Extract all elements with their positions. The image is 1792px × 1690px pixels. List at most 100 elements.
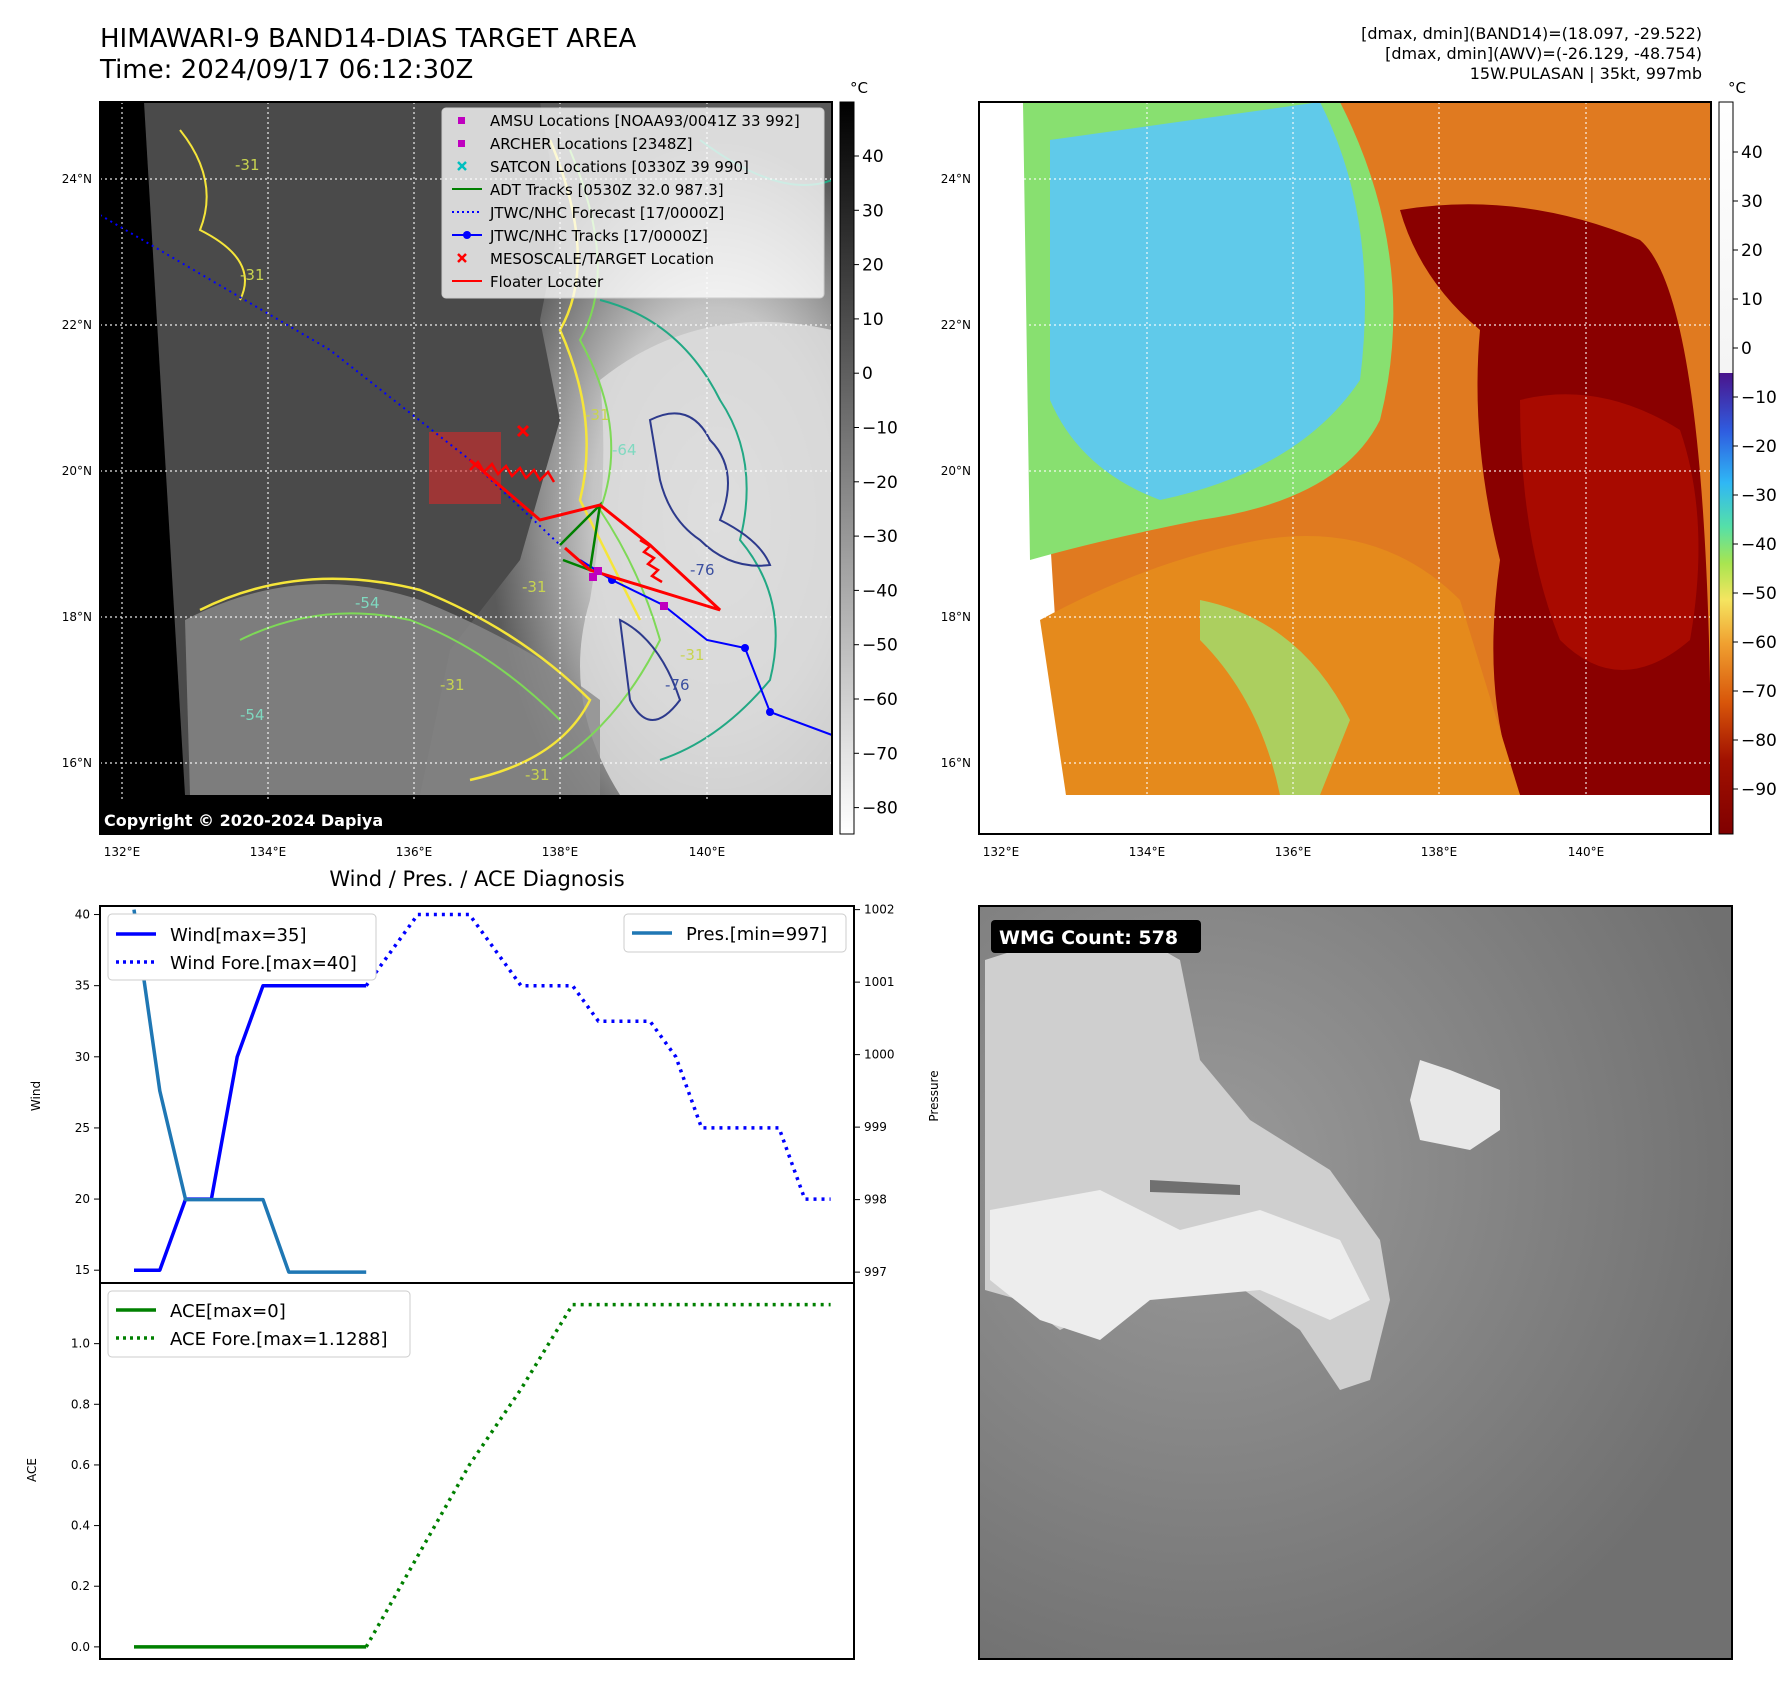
pressure-ylabel: Pressure bbox=[927, 1070, 941, 1121]
y2-tick-label: 1000 bbox=[864, 1048, 895, 1062]
awv-green-streak bbox=[1200, 600, 1350, 795]
ir-southern-band bbox=[185, 584, 600, 795]
y-tick-label: 35 bbox=[75, 979, 90, 993]
colorbar-tick-label: 20 bbox=[862, 256, 884, 276]
y-tick-label: 0.8 bbox=[71, 1397, 90, 1411]
figure-title: HIMAWARI-9 BAND14-DIAS TARGET AREA bbox=[100, 24, 637, 54]
adt-track bbox=[559, 501, 602, 572]
lat-tick-label: 16°N bbox=[941, 756, 971, 770]
wmg-panel-frame bbox=[978, 905, 1733, 1660]
lat-tick-label: 18°N bbox=[941, 610, 971, 624]
wmg-badge-text: WMG Count: 578 bbox=[999, 927, 1178, 949]
jtwc-forecast-track bbox=[100, 214, 561, 546]
contour-label: -31 bbox=[235, 156, 260, 174]
lon-tick-label: 136°E bbox=[1275, 845, 1312, 859]
awv-panel-frame bbox=[978, 101, 1712, 835]
legend-ace-fore: ACE Fore.[max=1.1288] bbox=[170, 1329, 388, 1350]
colorbar-tick-label: 0 bbox=[1741, 339, 1752, 359]
legend-jtwc-tracks: JTWC/NHC Tracks [17/0000Z] bbox=[489, 227, 708, 245]
contour-label: -76 bbox=[690, 561, 715, 579]
series-line bbox=[364, 912, 831, 1201]
series-line bbox=[134, 983, 367, 1272]
y2-tick-label: 999 bbox=[864, 1120, 887, 1134]
lon-tick-label: 134°E bbox=[250, 845, 287, 859]
colorbar-tick-label: −20 bbox=[1741, 437, 1777, 457]
colorbar-tick-label: 0 bbox=[862, 364, 873, 384]
lat-tick-label: 22°N bbox=[941, 318, 971, 332]
legend-ace: ACE[max=0] bbox=[170, 1301, 286, 1322]
contour-label: -31 bbox=[680, 646, 705, 664]
amsu-marker bbox=[589, 573, 597, 581]
colorbar-tick-label: −50 bbox=[1741, 584, 1777, 604]
colorbar-tick-label: 30 bbox=[1741, 192, 1763, 212]
legend-archer: ARCHER Locations [2348Z] bbox=[490, 135, 693, 153]
ir-panel: -31 -54 -31 -31 -31 -54 -31 -64 -76 -76 … bbox=[99, 79, 898, 835]
copyright-bar bbox=[100, 802, 832, 834]
colorbar-tick-label: −40 bbox=[862, 581, 898, 601]
colorbar-tick-label: −10 bbox=[862, 419, 898, 439]
contour-label: -54 bbox=[240, 706, 265, 724]
copyright-text: Copyright © 2020-2024 Dapiya bbox=[104, 811, 383, 830]
lat-tick-label: 16°N bbox=[62, 756, 92, 770]
colorbar-tick-label: −20 bbox=[862, 473, 898, 493]
contour-yellow-1 bbox=[199, 577, 592, 782]
jtwc-track-points bbox=[608, 576, 774, 716]
contour-label: -31 bbox=[440, 676, 465, 694]
wind-legend: Wind[max=35] Wind Fore.[max=40] bbox=[107, 913, 377, 981]
contour-label: -31 bbox=[525, 766, 550, 784]
ir-panel-frame bbox=[99, 101, 833, 835]
contour-label: -31 bbox=[240, 266, 265, 284]
wmg-white-core bbox=[990, 1190, 1370, 1340]
series-line bbox=[364, 1302, 831, 1648]
contour-label: -54 bbox=[355, 594, 380, 612]
y-tick-label: 0.0 bbox=[71, 1640, 90, 1654]
colorbar-tick-label: −50 bbox=[862, 636, 898, 656]
wind-panel: Wind / Pres. / ACE Diagnosis 40 35 30 25 20 1… bbox=[29, 867, 941, 1284]
ir-bright-cloud bbox=[580, 321, 832, 795]
y-tick-label: 0.2 bbox=[71, 1579, 90, 1593]
legend-wind: Wind[max=35] bbox=[170, 925, 307, 946]
colorbar-tick-label: −30 bbox=[1741, 486, 1777, 506]
archer-marker bbox=[594, 567, 602, 575]
colorbar-tick-label: −70 bbox=[862, 744, 898, 764]
map-tick-labels: 132°E 134°E 136°E 138°E 140°E 24°N 22°N 20°N 18°… bbox=[62, 172, 1605, 859]
ir-legend-box bbox=[441, 107, 825, 299]
contour-teal-1 bbox=[599, 299, 777, 761]
lat-tick-label: 20°N bbox=[941, 464, 971, 478]
colorbar-tick-label: 40 bbox=[1741, 143, 1763, 163]
awv-dry-slot bbox=[1050, 102, 1365, 500]
y2-tick-label: 1002 bbox=[864, 903, 895, 917]
legend-mesoscale: MESOSCALE/TARGET Location bbox=[490, 250, 714, 268]
wmg-badge-bg bbox=[991, 920, 1201, 953]
lat-tick-label: 24°N bbox=[62, 172, 92, 186]
contour-navy-2 bbox=[618, 618, 682, 721]
y2-tick-label: 1001 bbox=[864, 975, 895, 989]
ir-colorbar-ticks: 40 30 20 10 0 −10 −20 −30 −40 −50 −60 −70 −80 bbox=[854, 147, 898, 819]
colorbar-tick-label: −40 bbox=[1741, 535, 1777, 555]
colorbar-tick-label: −70 bbox=[1741, 682, 1777, 702]
colorbar-tick-label: −30 bbox=[862, 527, 898, 547]
ace-ticks: 1.0 0.8 0.6 0.4 0.2 0.0 bbox=[71, 1337, 100, 1654]
awv-gridlines bbox=[979, 102, 1711, 834]
colorbar-tick-label: 30 bbox=[862, 201, 884, 221]
contour-navy-1 bbox=[648, 412, 772, 567]
colorbar-tick-label: 10 bbox=[1741, 290, 1763, 310]
lon-tick-label: 140°E bbox=[689, 845, 726, 859]
colorbar-tick-label: 10 bbox=[862, 310, 884, 330]
y-tick-label: 0.6 bbox=[71, 1458, 90, 1472]
lat-tick-label: 22°N bbox=[62, 318, 92, 332]
archer-marker-2 bbox=[660, 602, 668, 610]
legend-amsu: AMSU Locations [NOAA93/0041Z 33 992] bbox=[490, 112, 800, 130]
awv-panel: °C 40 30 20 10 0 −10 −20 −30 −40 −50 −60 −70 −80 −90 bbox=[978, 79, 1777, 835]
wind-ylabel: Wind bbox=[29, 1081, 43, 1111]
ir-legend: AMSU Locations [NOAA93/0041Z 33 992] ARC… bbox=[441, 107, 825, 299]
series-line bbox=[132, 909, 367, 1274]
floater-zigzag bbox=[469, 459, 663, 584]
wind-panel-title: Wind / Pres. / ACE Diagnosis bbox=[329, 867, 624, 891]
colorbar-tick-label: −60 bbox=[862, 690, 898, 710]
ir-colorbar bbox=[839, 101, 855, 835]
legend-pressure: Pres.[min=997] bbox=[686, 924, 827, 945]
mesoscale-target-marker bbox=[516, 424, 530, 438]
contour-yellow-3 bbox=[179, 129, 246, 301]
